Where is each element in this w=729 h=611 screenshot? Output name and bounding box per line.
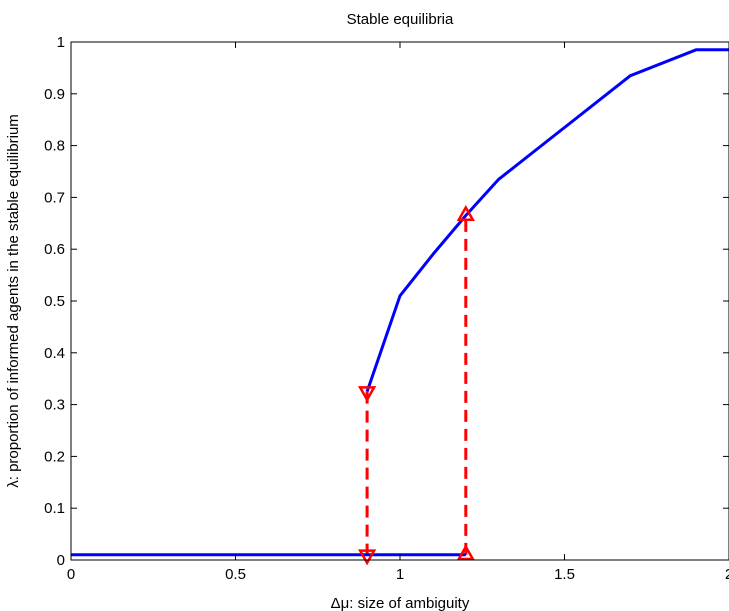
y-tick-label: 0.1 [44, 500, 65, 517]
plot-area [71, 48, 729, 566]
y-tick-label: 0.5 [44, 293, 65, 310]
x-tick-label: 1 [396, 566, 404, 583]
y-tick-label: 1 [57, 34, 65, 51]
plot-frame [70, 41, 729, 561]
arrow-end-marker [357, 549, 377, 566]
y-tick-label: 0.2 [44, 448, 65, 465]
y-axis: 0 0.1 0.2 0.3 0.4 0.5 0.6 0.7 0.8 0.9 1 [44, 34, 729, 569]
arrow-start-marker [456, 544, 475, 561]
y-tick-label: 0.7 [44, 189, 65, 206]
x-axis: 0 0.5 1 1.5 2 [67, 42, 729, 583]
y-tick-label: 0.9 [44, 86, 65, 103]
equilibrium-line [365, 48, 729, 393]
arrow-end-marker [456, 204, 475, 221]
x-axis-label: Δμ: size of ambiguity [331, 595, 470, 611]
y-tick-label: 0.8 [44, 138, 65, 155]
y-axis-label: λ: proportion of informed agents in the … [5, 114, 22, 488]
x-tick-label: 0.5 [225, 566, 246, 583]
y-tick-label: 0.4 [44, 345, 65, 362]
y-tick-label: 0.3 [44, 397, 65, 414]
x-tick-label: 0 [67, 566, 75, 583]
y-tick-label: 0 [57, 552, 65, 569]
arrow-start-marker [357, 386, 377, 403]
chart-title: Stable equilibria [347, 11, 454, 28]
x-tick-label: 1.5 [554, 566, 575, 583]
y-tick-label: 0.6 [44, 241, 65, 258]
x-tick-label: 2 [725, 566, 729, 583]
